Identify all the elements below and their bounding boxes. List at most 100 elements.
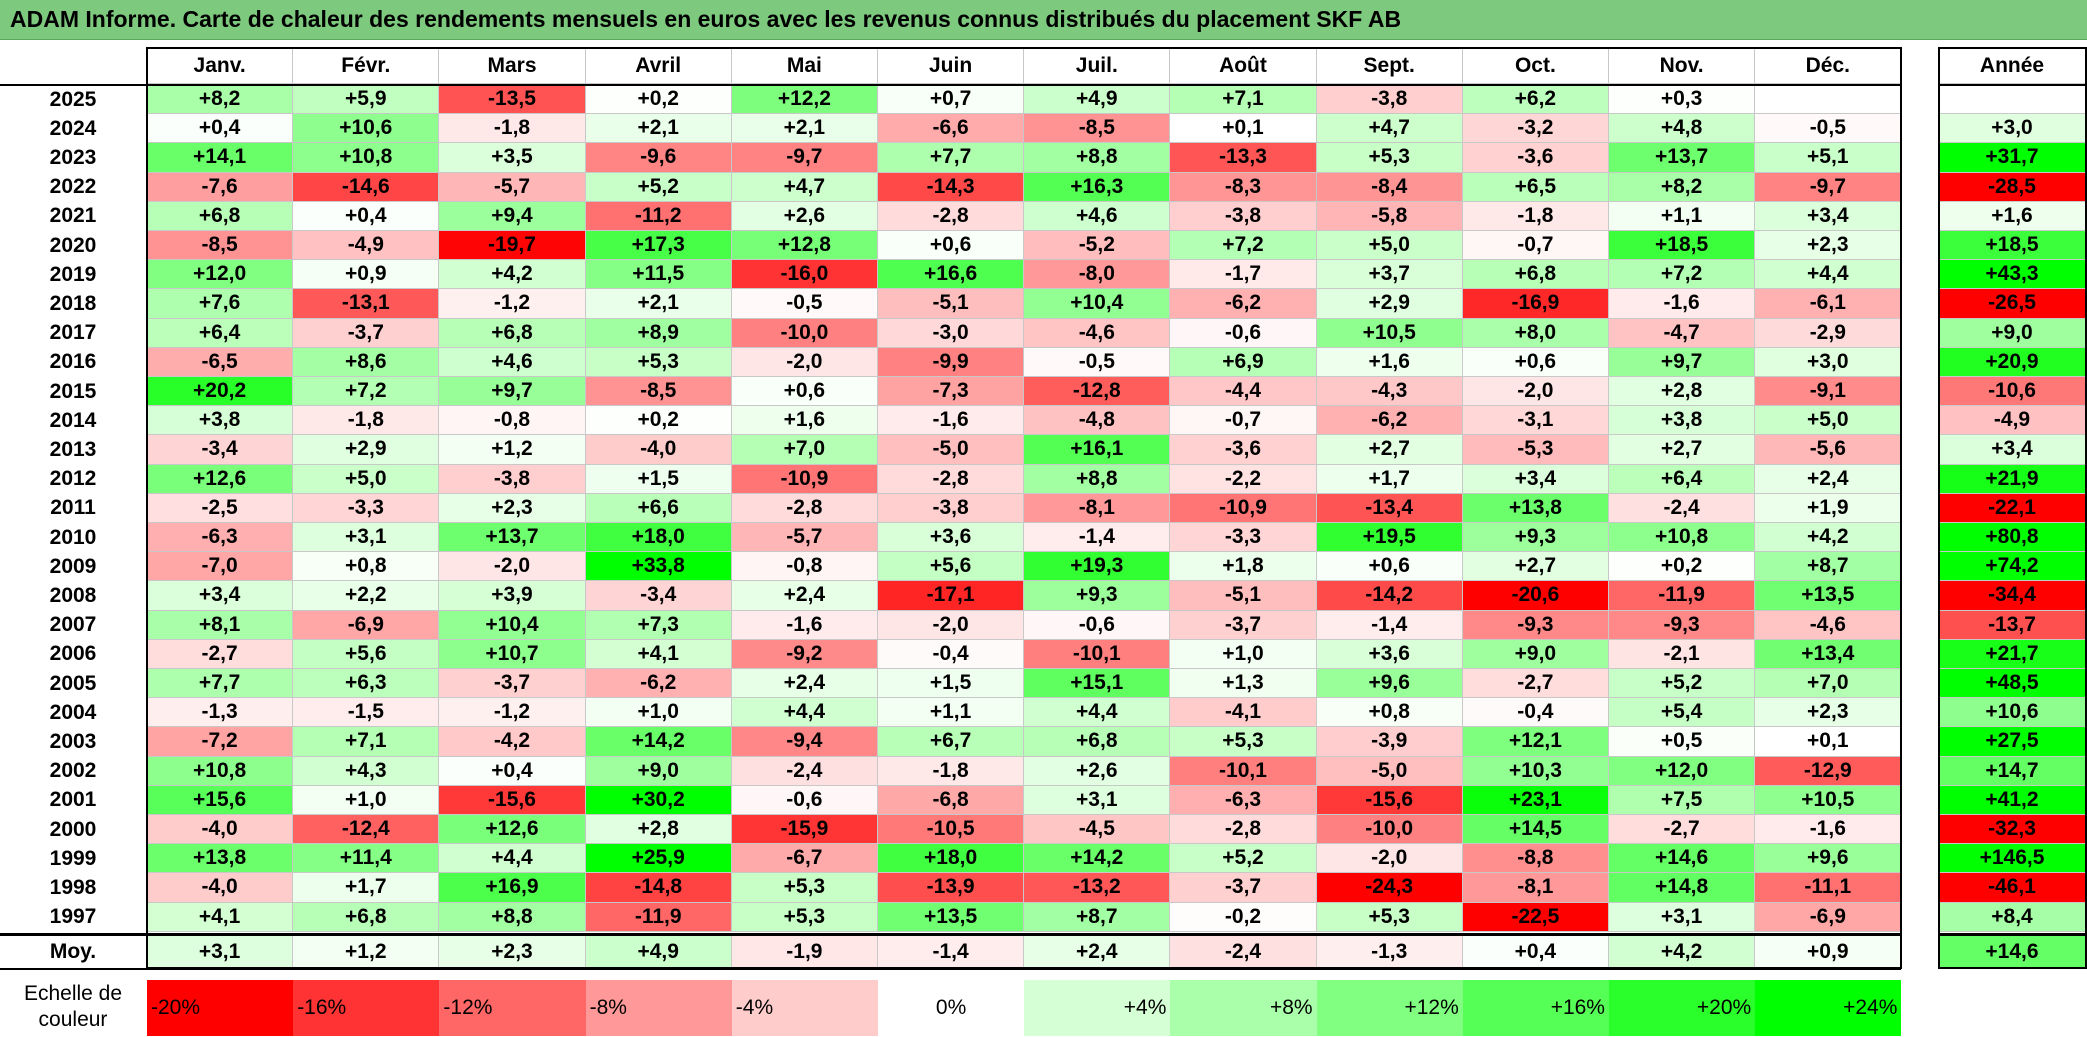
year-label: 2014	[49, 408, 97, 432]
heatmap-cell: +0,9	[293, 260, 440, 290]
heatmap-cell: -3,4	[147, 435, 294, 465]
year-label: 2003	[49, 729, 97, 753]
color-scale-swatch: -12%	[439, 980, 586, 1036]
heatmap-cell: +12,6	[439, 815, 586, 845]
heatmap-cell: +5,0	[293, 464, 440, 494]
annual-cell: +27,5	[1939, 727, 2086, 757]
heatmap-cell: -9,6	[585, 143, 732, 173]
heatmap-cell: -5,1	[1170, 581, 1317, 611]
annual-cell: +14,7	[1939, 756, 2086, 786]
heatmap-cell: -7,6	[147, 172, 294, 202]
heatmap-cell: -2,5	[147, 493, 294, 523]
heatmap-cell: +2,7	[1316, 435, 1463, 465]
month-header: Nov.	[1609, 48, 1756, 84]
heatmap-cell: +6,6	[585, 493, 732, 523]
annual-cell: -10,6	[1939, 377, 2086, 407]
year-label: 2017	[49, 321, 97, 345]
heatmap-cell: +5,3	[731, 873, 878, 903]
heatmap-cell: -7,3	[878, 377, 1025, 407]
heatmap-cell: +2,3	[1755, 698, 1902, 728]
heatmap-cell: +12,6	[147, 464, 294, 494]
heatmap-cell: -5,8	[1316, 201, 1463, 231]
heatmap-cell: +5,3	[731, 902, 878, 932]
annual-cell: -22,1	[1939, 493, 2086, 523]
year-label: 2004	[49, 700, 97, 724]
heatmap-cell: -8,1	[1024, 493, 1171, 523]
heatmap-cell: -19,7	[439, 231, 586, 261]
heatmap-cell: +8,8	[1024, 143, 1171, 173]
heatmap-cell: -1,8	[293, 406, 440, 436]
heatmap-cell: -8,5	[585, 377, 732, 407]
heatmap-cell: -10,9	[731, 464, 878, 494]
heatmap-cell: +1,2	[439, 435, 586, 465]
heatmap-cell: -3,6	[1462, 143, 1609, 173]
heatmap-cell: +12,2	[731, 85, 878, 115]
heatmap-cell: -3,7	[1170, 873, 1317, 903]
heatmap-cell: -20,6	[1462, 581, 1609, 611]
heatmap-cell: +8,8	[1024, 464, 1171, 494]
heatmap-cell: +9,3	[1024, 581, 1171, 611]
heatmap-cell: -10,1	[1024, 639, 1171, 669]
heatmap-cell: -2,7	[147, 639, 294, 669]
heatmap-cell: +0,7	[878, 85, 1025, 115]
heatmap-cell: +5,9	[293, 85, 440, 115]
month-header: Juin	[878, 48, 1025, 84]
heatmap-cell: -8,5	[147, 231, 294, 261]
heatmap-cell: +6,9	[1170, 347, 1317, 377]
heatmap-cell: +14,1	[147, 143, 294, 173]
heatmap-cell: -14,3	[878, 172, 1025, 202]
year-label: 2009	[49, 554, 97, 578]
heatmap-cell: +5,3	[1316, 902, 1463, 932]
heatmap-cell: +4,6	[1024, 201, 1171, 231]
heatmap-cell: -14,6	[293, 172, 440, 202]
heatmap-cell: -3,8	[1170, 201, 1317, 231]
heatmap-cell: +16,9	[439, 873, 586, 903]
heatmap-cell: +7,7	[878, 143, 1025, 173]
annual-cell	[1939, 85, 2086, 115]
heatmap-cell: +8,9	[585, 318, 732, 348]
annual-cell: +43,3	[1939, 260, 2086, 290]
heatmap-cell: +8,8	[439, 902, 586, 932]
heatmap-cell: -5,1	[878, 289, 1025, 319]
color-scale-swatch: 0%	[878, 980, 1025, 1036]
average-bottom-line	[0, 968, 1902, 970]
heatmap-cell: +16,3	[1024, 172, 1171, 202]
heatmap-cell: +8,0	[1462, 318, 1609, 348]
heatmap-cell: -6,9	[293, 610, 440, 640]
annual-cell: -34,4	[1939, 581, 2086, 611]
heatmap-cell: +15,6	[147, 785, 294, 815]
header-separator	[0, 84, 1902, 86]
heatmap-cell: +14,2	[585, 727, 732, 757]
annual-cell: -28,5	[1939, 172, 2086, 202]
heatmap-cell: +0,2	[585, 406, 732, 436]
heatmap-cell: -9,3	[1462, 610, 1609, 640]
heatmap-cell: +10,7	[439, 639, 586, 669]
heatmap-cell: -2,0	[1462, 377, 1609, 407]
heatmap-cell: +20,2	[147, 377, 294, 407]
month-header: Févr.	[293, 48, 440, 84]
heatmap-cell: +6,4	[147, 318, 294, 348]
heatmap-cell: -3,8	[1316, 85, 1463, 115]
heatmap-cell: -0,4	[878, 639, 1025, 669]
month-header: Mai	[731, 48, 878, 84]
year-label: 2002	[49, 759, 97, 783]
heatmap-cell: -8,5	[1024, 114, 1171, 144]
heatmap-cell: +3,4	[1462, 464, 1609, 494]
heatmap-cell: -11,9	[585, 902, 732, 932]
year-label: 2016	[49, 350, 97, 374]
heatmap-cell: +13,7	[1609, 143, 1756, 173]
heatmap-cell: +1,7	[293, 873, 440, 903]
heatmap-cell: +9,3	[1462, 523, 1609, 553]
heatmap-cell: +3,4	[1755, 201, 1902, 231]
heatmap-cell: +3,1	[1609, 902, 1756, 932]
annual-cell: +1,6	[1939, 201, 2086, 231]
heatmap-cell: -8,8	[1462, 844, 1609, 874]
heatmap-cell: -24,3	[1316, 873, 1463, 903]
heatmap-cell: +3,9	[439, 581, 586, 611]
heatmap-cell: +7,0	[1755, 669, 1902, 699]
year-label: 2013	[49, 437, 97, 461]
header-separator	[1939, 84, 2086, 86]
heatmap-cell: +2,3	[439, 493, 586, 523]
heatmap-cell: +2,6	[1024, 756, 1171, 786]
heatmap-cell: -3,7	[439, 669, 586, 699]
